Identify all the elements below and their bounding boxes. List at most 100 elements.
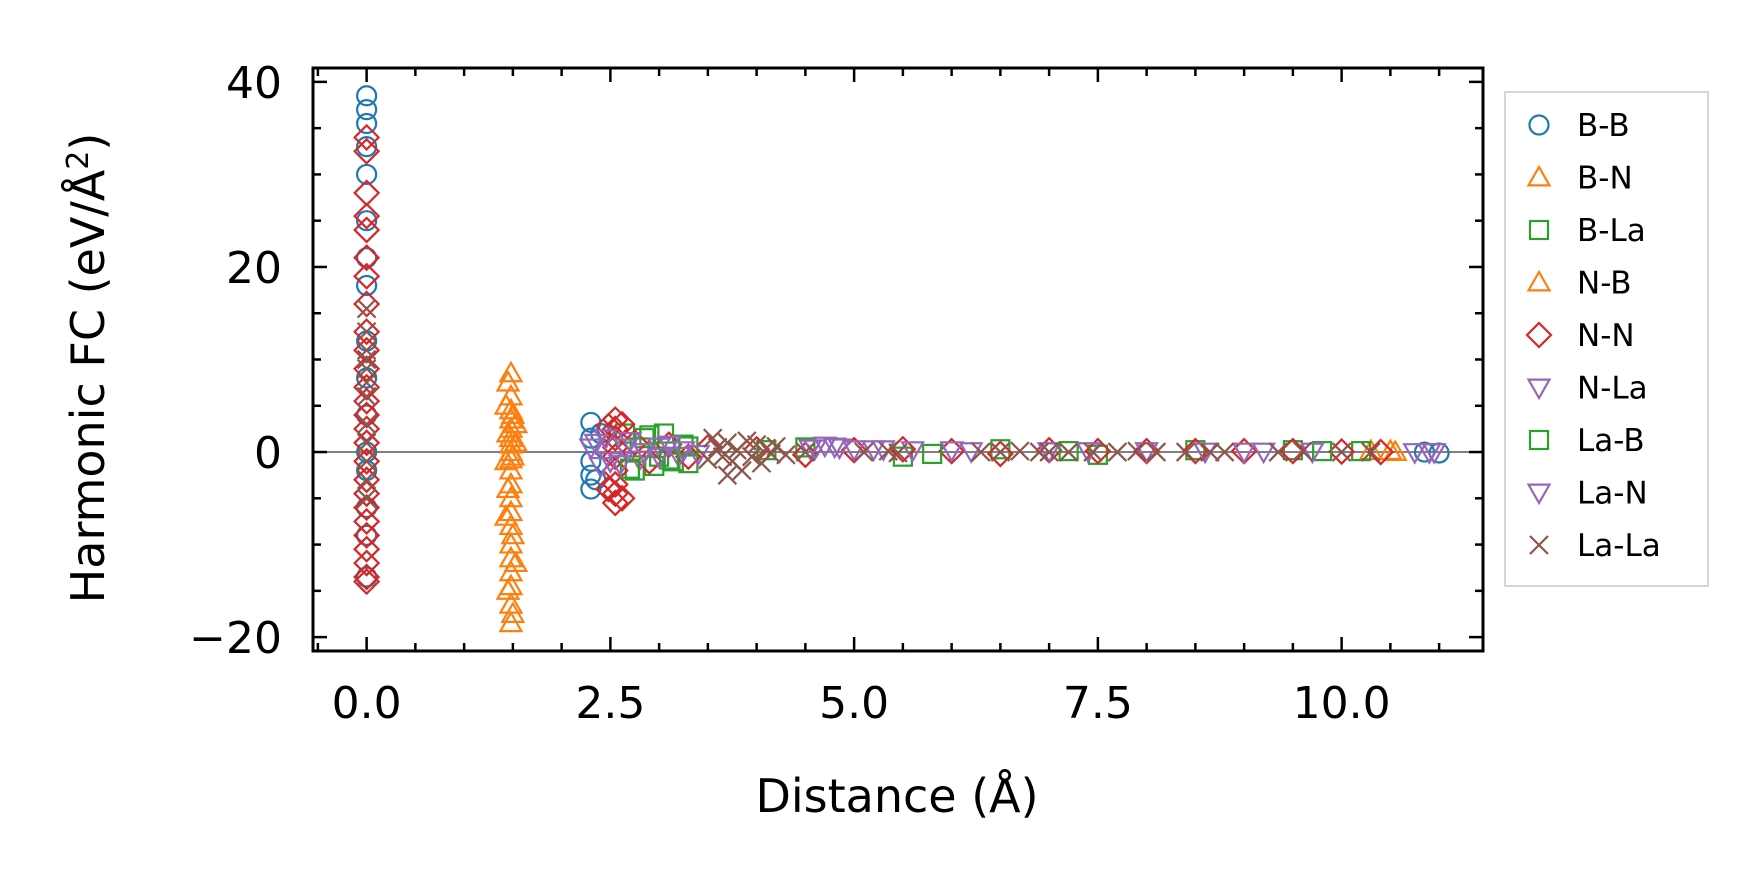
data-point — [698, 449, 718, 470]
data-point — [588, 456, 614, 479]
data-point — [671, 441, 696, 463]
y-axis-label: Harmonic FC (eV/Å2) — [61, 133, 115, 604]
legend-label: La-N — [1577, 476, 1648, 512]
data-point — [356, 112, 378, 135]
series-N-B — [495, 369, 1403, 623]
data-point — [356, 358, 377, 379]
data-point — [939, 441, 965, 463]
data-point — [1299, 442, 1325, 465]
data-point — [741, 446, 762, 467]
data-point — [500, 402, 526, 424]
data-point — [632, 443, 657, 465]
data-point — [1083, 442, 1103, 462]
data-point — [353, 137, 381, 165]
legend: B-B B-N B-La N-B N-N N-La La-B La-N La-La — [1504, 91, 1709, 587]
data-point — [1377, 438, 1403, 461]
data-point — [1084, 437, 1112, 465]
data-point — [356, 274, 378, 297]
legend-label: B-La — [1577, 213, 1646, 249]
y-tick-label: 20 — [226, 243, 282, 294]
data-point — [1058, 442, 1079, 462]
data-point — [827, 438, 852, 461]
data-point — [353, 535, 381, 563]
data-point — [1175, 442, 1196, 462]
data-point — [597, 452, 623, 475]
data-point — [356, 433, 377, 453]
x-tick-label: 0.0 — [332, 678, 402, 729]
data-point — [353, 244, 381, 272]
legend-label: N-La — [1577, 371, 1648, 407]
data-point — [493, 448, 519, 471]
data-point — [1231, 442, 1257, 465]
data-point — [594, 475, 622, 503]
data-point — [356, 321, 377, 342]
y-tick-label: 40 — [226, 58, 282, 109]
data-point — [353, 387, 381, 415]
data-point — [500, 443, 526, 466]
data-point — [1200, 442, 1220, 462]
tick-labels: 0.0 2.5 5.0 7.5 10.0 −20 0 20 40 — [189, 58, 1390, 729]
axis-ticks — [313, 68, 1483, 651]
data-point — [841, 440, 867, 462]
data-point — [353, 202, 381, 230]
data-point — [1251, 442, 1277, 465]
data-point — [353, 318, 381, 346]
data-point — [500, 522, 526, 545]
data-point — [601, 480, 629, 508]
legend-label: La-B — [1577, 423, 1645, 459]
legend-marker — [1528, 429, 1550, 451]
data-point — [356, 349, 377, 370]
data-point — [1328, 438, 1356, 466]
data-point — [493, 393, 519, 415]
data-point — [601, 470, 629, 498]
data-point — [1107, 442, 1128, 462]
data-point — [1039, 442, 1059, 462]
legend-item-B-La: B-La — [1528, 213, 1646, 249]
data-point — [717, 465, 738, 485]
data-point — [495, 369, 521, 392]
data-point — [353, 521, 381, 549]
legend-item-La-La: La-La — [1529, 528, 1661, 564]
legend-marker — [1528, 114, 1550, 136]
data-point — [353, 429, 381, 457]
data-point — [812, 436, 838, 459]
data-point — [854, 442, 874, 462]
data-point — [353, 415, 381, 443]
data-point — [356, 210, 378, 232]
y-axis-label-superscript: 2 — [61, 151, 96, 170]
data-point — [353, 262, 381, 290]
data-point — [353, 216, 381, 244]
data-point — [583, 433, 609, 456]
data-point — [356, 163, 378, 186]
data-point — [498, 499, 524, 522]
legend-item-N-N: N-N — [1525, 318, 1635, 354]
data-point — [646, 447, 672, 470]
data-point — [1134, 442, 1160, 464]
y-axis-label-close: ) — [61, 133, 115, 151]
data-point — [717, 433, 738, 453]
data-point — [356, 99, 378, 121]
data-point — [498, 545, 524, 568]
data-point — [732, 460, 752, 481]
data-point — [356, 372, 377, 393]
data-point — [1367, 438, 1395, 466]
data-point — [1361, 442, 1381, 462]
data-point — [1010, 441, 1030, 461]
data-point — [1029, 442, 1050, 462]
data-point — [356, 488, 377, 509]
data-point — [353, 401, 381, 429]
data-point — [356, 470, 377, 490]
data-point — [353, 568, 381, 596]
data-point — [353, 507, 381, 536]
data-point — [353, 373, 381, 401]
data-point — [990, 442, 1011, 462]
legend-marker — [1528, 219, 1550, 241]
data-point — [493, 504, 519, 526]
data-point — [356, 85, 378, 107]
data-point — [1331, 442, 1352, 462]
data-point — [353, 447, 381, 475]
x-tick-label: 2.5 — [575, 678, 645, 729]
legend-marker — [1526, 483, 1552, 506]
legend-label: N-B — [1577, 266, 1632, 302]
legend-label: N-N — [1577, 318, 1635, 354]
